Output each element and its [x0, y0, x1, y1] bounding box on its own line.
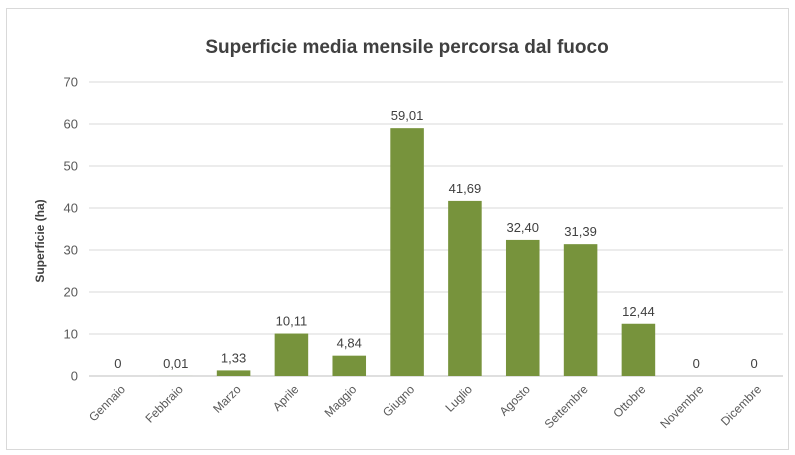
bar-agosto [505, 239, 540, 376]
x-tick-label: Ottobre [610, 382, 648, 420]
bar-giugno [390, 128, 424, 376]
x-tick-label: Novembre [657, 382, 706, 431]
bar-aprile [274, 333, 309, 376]
data-label: 59,01 [391, 108, 424, 123]
bar-luglio [448, 200, 482, 376]
y-tick-label: 50 [64, 159, 78, 174]
chart-frame: Superficie media mensile percorsa dal fu… [6, 8, 789, 450]
chart-title: Superficie media mensile percorsa dal fu… [205, 37, 608, 58]
x-tick-label: Giugno [380, 382, 417, 419]
data-label: 12,44 [622, 304, 655, 319]
x-tick-label: Maggio [322, 382, 360, 420]
y-tick-label: 10 [64, 327, 78, 342]
x-tick-label: Gennaio [86, 382, 128, 424]
x-tick-label: Luglio [442, 382, 475, 415]
bar-marzo [216, 370, 251, 376]
data-label: 0,01 [163, 356, 188, 371]
y-tick-label: 40 [64, 201, 78, 216]
y-tick-label: 0 [71, 369, 78, 384]
bar-chart: Superficie media mensile percorsa dal fu… [33, 37, 783, 431]
bar-ottobre [621, 323, 656, 376]
x-tick-label: Aprile [270, 382, 302, 414]
data-label: 31,39 [564, 224, 597, 239]
bar-maggio [332, 355, 367, 376]
data-label: 0 [693, 356, 700, 371]
x-tick-label: Febbraio [142, 382, 186, 426]
x-tick-label: Marzo [210, 382, 244, 416]
data-label: 32,40 [506, 220, 539, 235]
y-tick-label: 30 [64, 243, 78, 258]
data-label: 0 [114, 356, 121, 371]
x-tick-label: Settembre [542, 382, 591, 431]
data-label: 1,33 [221, 350, 246, 365]
data-label: 0 [750, 356, 757, 371]
y-tick-label: 60 [64, 117, 78, 132]
bar-settembre [563, 244, 598, 376]
data-label: 41,69 [449, 181, 482, 196]
y-tick-label: 70 [64, 75, 78, 90]
y-axis-label: Superficie (ha) [33, 199, 47, 282]
data-label: 4,84 [337, 336, 362, 351]
y-tick-label: 20 [64, 285, 78, 300]
x-tick-label: Dicembre [718, 382, 764, 428]
x-tick-label: Agosto [497, 382, 534, 419]
data-label: 10,11 [276, 314, 308, 329]
